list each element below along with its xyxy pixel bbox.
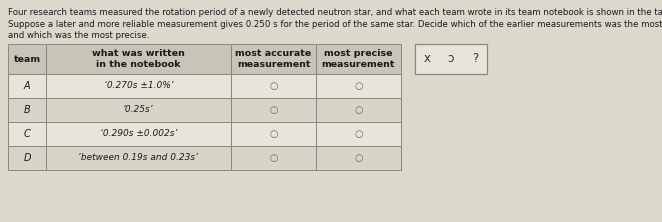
Bar: [8, 74, 46, 98]
Text: A: A: [24, 81, 30, 91]
Text: D: D: [23, 153, 30, 163]
Bar: [231, 146, 316, 170]
Text: ○: ○: [269, 129, 278, 139]
Bar: [316, 74, 401, 98]
Bar: [8, 44, 46, 74]
Bar: [8, 146, 46, 170]
Text: ‘between 0.19s and 0.23s’: ‘between 0.19s and 0.23s’: [79, 153, 199, 163]
Bar: [46, 74, 231, 98]
Text: team: team: [13, 54, 40, 63]
Bar: [46, 44, 231, 74]
Text: ○: ○: [354, 153, 363, 163]
Bar: [231, 98, 316, 122]
Bar: [231, 74, 316, 98]
Text: what was written
in the notebook: what was written in the notebook: [92, 49, 185, 69]
Text: ‘0.270s ±1.0%’: ‘0.270s ±1.0%’: [104, 81, 173, 91]
Text: B: B: [24, 105, 30, 115]
Text: ?: ?: [472, 52, 478, 65]
Bar: [231, 44, 316, 74]
Bar: [316, 122, 401, 146]
Text: most precise
measurement: most precise measurement: [322, 49, 395, 69]
Text: and which was the most precise.: and which was the most precise.: [8, 31, 150, 40]
Bar: [316, 44, 401, 74]
Text: ○: ○: [354, 81, 363, 91]
Bar: [46, 122, 231, 146]
Text: Four research teams measured the rotation period of a newly detected neutron sta: Four research teams measured the rotatio…: [8, 8, 662, 17]
Text: ‘0.25s’: ‘0.25s’: [123, 105, 154, 115]
Bar: [316, 98, 401, 122]
Text: most accurate
measurement: most accurate measurement: [236, 49, 312, 69]
Bar: [415, 44, 487, 74]
Text: ○: ○: [269, 81, 278, 91]
Bar: [46, 146, 231, 170]
Text: ○: ○: [269, 153, 278, 163]
Bar: [46, 98, 231, 122]
Text: ○: ○: [354, 129, 363, 139]
Bar: [316, 146, 401, 170]
Text: ○: ○: [269, 105, 278, 115]
Text: C: C: [24, 129, 30, 139]
Text: ‘0.290s ±0.002s’: ‘0.290s ±0.002s’: [100, 129, 177, 139]
Text: ○: ○: [354, 105, 363, 115]
Bar: [8, 98, 46, 122]
Text: x: x: [424, 52, 430, 65]
Bar: [8, 122, 46, 146]
Text: Suppose a later and more reliable measurement gives 0.250 s for the period of th: Suppose a later and more reliable measur…: [8, 20, 662, 29]
Bar: [231, 122, 316, 146]
Text: ɔ: ɔ: [448, 52, 454, 65]
